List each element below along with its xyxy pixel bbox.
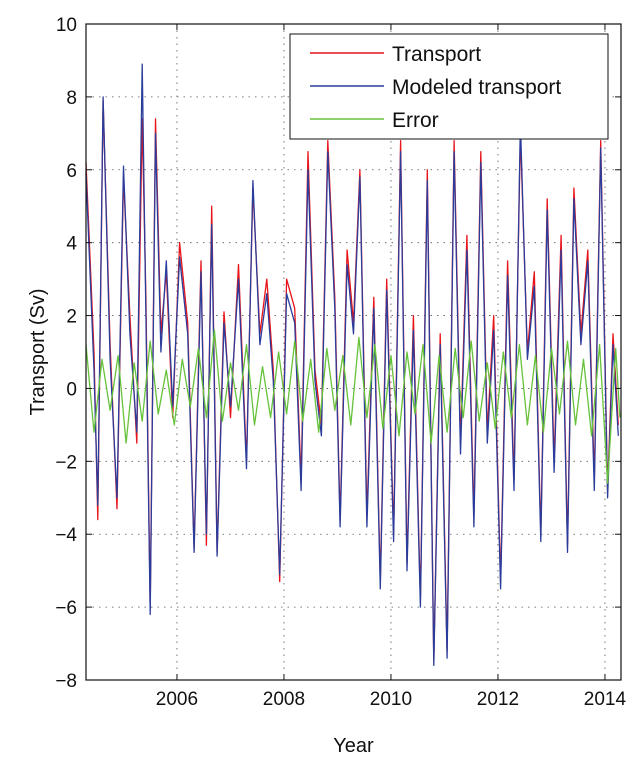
axis-ticks: 2006 2008 2010 2012 2014 −8 −6 −4 −2 0 2 4 6 8 10: [55, 15, 626, 710]
y-tick-label: 4: [66, 234, 77, 255]
y-tick-label: −6: [55, 598, 77, 619]
x-tick-label: 2012: [477, 689, 519, 710]
series-lines: [85, 63, 621, 667]
x-tick-label: 2014: [584, 689, 627, 710]
x-tick-label: 2010: [370, 689, 412, 710]
x-axis-label: Year: [333, 735, 374, 757]
series-line-modeled-transport: [85, 63, 619, 667]
plot-area: [85, 23, 622, 681]
legend: Transport Modeled transport Error: [289, 33, 609, 140]
y-tick-label: 10: [56, 15, 77, 36]
legend-label: Error: [392, 109, 439, 132]
y-tick-label: 6: [66, 161, 77, 182]
legend-label: Modeled transport: [392, 76, 561, 99]
y-tick-label: 2: [66, 307, 77, 328]
y-tick-label: −4: [55, 525, 77, 546]
y-tick-label: −8: [55, 671, 77, 692]
y-tick-label: 8: [66, 88, 77, 109]
x-tick-label: 2006: [156, 689, 198, 710]
legend-label: Transport: [392, 43, 481, 66]
y-tick-label: 0: [66, 379, 77, 400]
y-axis-label: Transport (Sv): [27, 288, 49, 415]
x-tick-label: 2008: [263, 689, 305, 710]
series-line-error: [85, 329, 621, 484]
y-tick-label: −2: [55, 452, 77, 473]
